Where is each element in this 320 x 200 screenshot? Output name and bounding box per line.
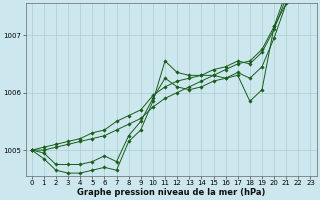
X-axis label: Graphe pression niveau de la mer (hPa): Graphe pression niveau de la mer (hPa) bbox=[77, 188, 265, 197]
